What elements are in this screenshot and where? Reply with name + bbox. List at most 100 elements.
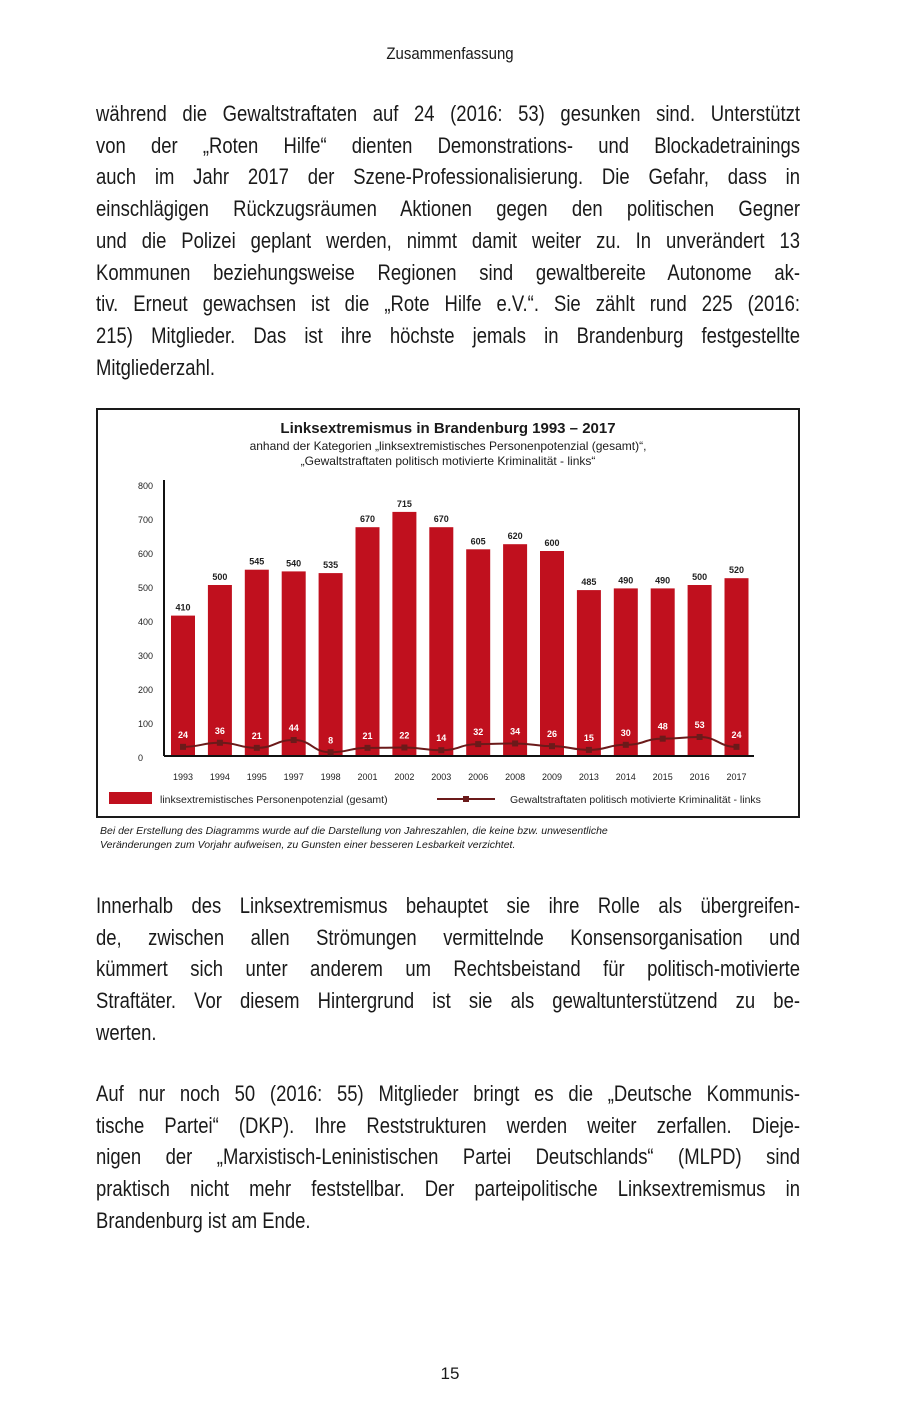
x-tick-label: 2015	[653, 772, 673, 782]
chart-plot: 0 100 200 300 400 500 600 700 800 410 1993 500 1994 5…	[109, 480, 761, 806]
line-value-label: 14	[436, 733, 446, 743]
bar	[576, 590, 601, 755]
line-value-label: 26	[547, 729, 557, 739]
text-line: tiv. Erneut gewachsen ist die „Rote Hilf…	[96, 291, 800, 317]
text-line: einschlägigen Rückzugsräumen Aktionen ge…	[96, 196, 800, 222]
line-value-label: 30	[621, 728, 631, 738]
bar	[466, 549, 491, 755]
bar-value-label: 490	[655, 575, 670, 585]
legend-marker	[463, 796, 469, 802]
line-point	[290, 737, 297, 744]
line-series	[182, 735, 737, 754]
chart-subtitle-line-2: „Gewaltstraftaten politisch motivierte K…	[300, 454, 596, 468]
x-tick-label: 2002	[394, 772, 414, 782]
text-line: kümmert sich unter anderem um Rechtsbeis…	[96, 956, 800, 982]
bar	[429, 527, 454, 755]
chart-caption-line-1: Bei der Erstellung des Diagramms wurde a…	[100, 825, 608, 837]
line-value-label: 15	[584, 733, 594, 743]
text-line: praktisch nicht mehr feststellbar. Der p…	[96, 1176, 800, 1202]
x-tick-label: 2003	[431, 772, 451, 782]
bar-value-label: 670	[434, 514, 449, 524]
line-value-label: 22	[399, 731, 409, 741]
line-value-label: 24	[731, 730, 741, 740]
line-point	[180, 743, 186, 750]
line-value-label: 34	[510, 726, 520, 736]
bar-value-label: 605	[471, 536, 486, 546]
x-tick-label: 2013	[579, 772, 599, 782]
line-point	[733, 743, 740, 750]
line-value-label: 44	[289, 723, 299, 733]
x-tick-label: 2009	[542, 772, 562, 782]
text-line: während die Gewaltstraftaten auf 24 (201…	[96, 101, 800, 126]
y-tick-label: 600	[138, 549, 153, 559]
chart-caption: Bei der Erstellung des Diagramms wurde a…	[100, 824, 608, 852]
line-value-label: 53	[695, 720, 705, 730]
y-tick-label: 400	[138, 617, 153, 627]
x-tick-label: 2001	[357, 772, 377, 782]
text-line: nigen der „Marxistisch-Leninistischen Pa…	[96, 1144, 800, 1170]
line-value-label: 32	[473, 727, 483, 737]
line-point	[401, 744, 408, 751]
line-value-label: 21	[362, 731, 372, 741]
bar-value-label: 535	[323, 560, 338, 570]
text-line: von der „Roten Hilfe“ dienten Demonstrat…	[96, 132, 800, 158]
text-line: und die Polizei geplant werden, nimmt da…	[96, 227, 800, 253]
x-tick-label: 1994	[210, 772, 230, 782]
line-value-label: 24	[178, 730, 188, 740]
text-line: werten.	[96, 1019, 157, 1045]
bar-value-label: 485	[581, 577, 596, 587]
x-tick-label: 2008	[505, 772, 525, 782]
text-line: 215) Mitglieder. Das ist ihre höchste je…	[96, 322, 800, 348]
line-point	[549, 743, 555, 750]
line-point	[512, 740, 519, 747]
line-value-label: 48	[658, 722, 668, 732]
bar	[207, 585, 232, 755]
line-point	[253, 744, 260, 751]
bar	[171, 615, 195, 755]
x-tick-label: 1998	[321, 772, 341, 782]
x-tick-label: 1997	[284, 772, 304, 782]
bar	[318, 573, 343, 755]
y-tick-label: 800	[138, 481, 153, 491]
line-point	[438, 747, 445, 754]
line-point	[475, 741, 482, 748]
bar-value-label: 540	[286, 558, 301, 568]
chart: Linksextremismus in Brandenburg 1993 – 2…	[96, 408, 800, 818]
y-tick-label: 700	[138, 515, 153, 525]
bar-value-label: 545	[249, 557, 264, 567]
line-point	[696, 733, 703, 740]
text-line: auch im Jahr 2017 der Szene-Professional…	[96, 164, 800, 190]
line-point	[327, 749, 334, 756]
y-tick-label: 500	[138, 583, 153, 593]
x-tick-label: 2017	[726, 772, 746, 782]
line-point	[364, 744, 371, 751]
text-line: de, zwischen allen Strömungen vermitteln…	[96, 924, 800, 950]
running-header: Zusammenfassung	[386, 44, 514, 63]
line-point	[622, 741, 629, 748]
bar-value-label: 410	[175, 603, 190, 613]
y-tick-label: 100	[138, 719, 153, 729]
text-line: Kommunen beziehungsweise Regionen sind g…	[96, 259, 800, 285]
bar	[355, 527, 380, 755]
bar-value-label: 715	[397, 499, 412, 509]
text-line: Brandenburg ist am Ende.	[96, 1207, 311, 1233]
line-value-label: 36	[215, 726, 225, 736]
text-line: Innerhalb des Linksextremismus behauptet…	[96, 893, 800, 918]
bar	[281, 571, 306, 755]
bar	[650, 588, 675, 755]
y-tick-label: 200	[138, 685, 153, 695]
chart-title: Linksextremismus in Brandenburg 1993 – 2…	[280, 420, 616, 437]
page-number: 15	[440, 1364, 460, 1383]
paragraph-3: Auf nur noch 50 (2016: 55) Mitglieder br…	[96, 1078, 800, 1237]
bar-value-label: 500	[212, 572, 227, 582]
line-point	[216, 739, 223, 746]
bar-value-label: 620	[508, 531, 523, 541]
paragraph-1: während die Gewaltstraftaten auf 24 (201…	[96, 98, 800, 383]
bar-value-label: 670	[360, 514, 375, 524]
text-line: tische Partei“ (DKP). Ihre Reststrukture…	[96, 1112, 800, 1138]
bar	[724, 578, 749, 755]
bar	[503, 544, 528, 755]
bar	[687, 585, 712, 755]
line-value-label: 21	[252, 731, 262, 741]
bar-value-label: 490	[618, 575, 633, 585]
